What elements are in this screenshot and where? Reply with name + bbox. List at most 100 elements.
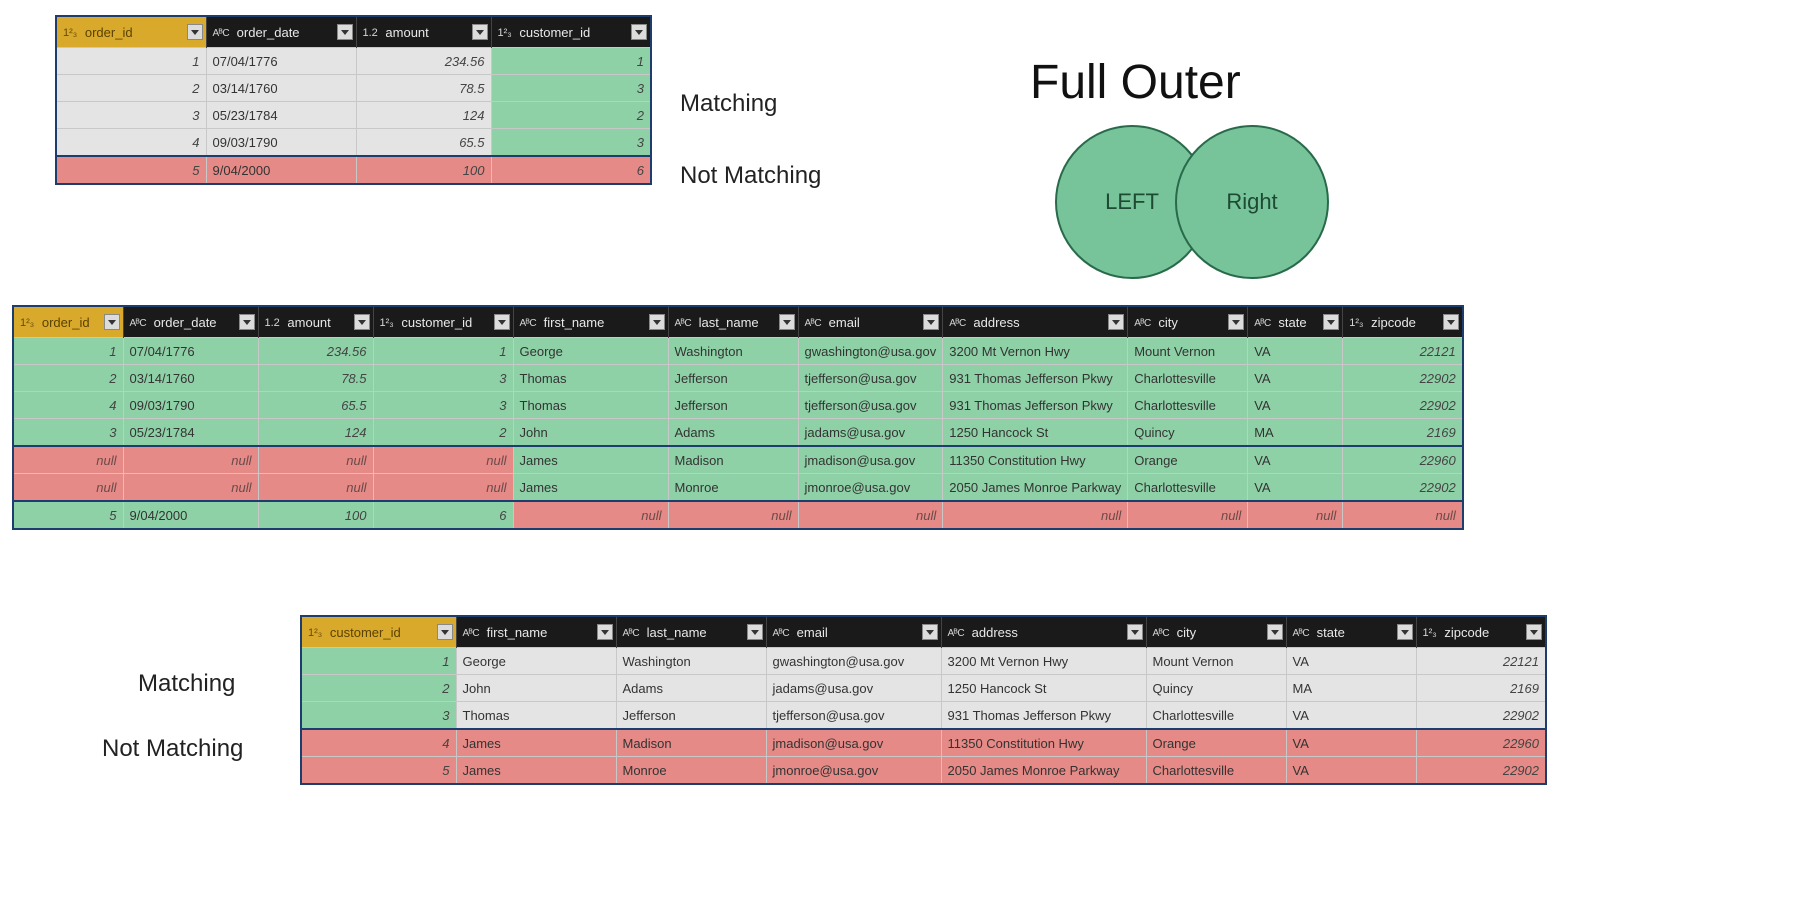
column-header-city[interactable]: city bbox=[1128, 306, 1248, 338]
text-type-icon bbox=[1134, 317, 1151, 329]
column-filter-dropdown[interactable] bbox=[354, 314, 370, 330]
column-header-email[interactable]: email bbox=[766, 616, 941, 648]
venn-left-label: LEFT bbox=[1105, 189, 1159, 215]
table-cell: 3 bbox=[56, 102, 206, 129]
column-filter-dropdown[interactable] bbox=[1397, 624, 1413, 640]
column-filter-dropdown[interactable] bbox=[923, 314, 939, 330]
table-cell: gwashington@usa.gov bbox=[798, 338, 943, 365]
column-header-first_name[interactable]: first_name bbox=[456, 616, 616, 648]
table-row[interactable]: 1GeorgeWashingtongwashington@usa.gov3200… bbox=[301, 648, 1546, 675]
table-row[interactable]: 203/14/176078.53ThomasJeffersontjefferso… bbox=[13, 365, 1463, 392]
table-cell: MA bbox=[1286, 675, 1416, 702]
column-filter-dropdown[interactable] bbox=[472, 24, 488, 40]
column-filter-dropdown[interactable] bbox=[631, 24, 647, 40]
table-row[interactable]: 5JamesMonroejmonroe@usa.gov2050 James Mo… bbox=[301, 757, 1546, 785]
column-header-zipcode[interactable]: zipcode bbox=[1416, 616, 1546, 648]
column-header-address[interactable]: address bbox=[941, 616, 1146, 648]
column-header-first_name[interactable]: first_name bbox=[513, 306, 668, 338]
column-name: email bbox=[825, 315, 860, 330]
column-filter-dropdown[interactable] bbox=[494, 314, 510, 330]
table-cell: John bbox=[456, 675, 616, 702]
table-cell: 09/03/1790 bbox=[206, 129, 356, 157]
table-cell: 931 Thomas Jefferson Pkwy bbox=[943, 392, 1128, 419]
column-filter-dropdown[interactable] bbox=[437, 624, 453, 640]
column-filter-dropdown[interactable] bbox=[597, 624, 613, 640]
table-cell: Charlottesville bbox=[1146, 702, 1286, 730]
column-header-last_name[interactable]: last_name bbox=[616, 616, 766, 648]
table-cell: Charlottesville bbox=[1146, 757, 1286, 785]
table-cell: jadams@usa.gov bbox=[766, 675, 941, 702]
column-header-customer_id[interactable]: customer_id bbox=[301, 616, 456, 648]
column-name: order_date bbox=[233, 25, 300, 40]
table-row[interactable]: 409/03/179065.53 bbox=[56, 129, 651, 157]
number-type-icon bbox=[20, 317, 34, 329]
column-header-order_date[interactable]: order_date bbox=[123, 306, 258, 338]
table-row[interactable]: 3ThomasJeffersontjefferson@usa.gov931 Th… bbox=[301, 702, 1546, 730]
column-header-amount[interactable]: amount bbox=[258, 306, 373, 338]
column-header-last_name[interactable]: last_name bbox=[668, 306, 798, 338]
table-cell: Quincy bbox=[1146, 675, 1286, 702]
column-name: order_id bbox=[38, 315, 89, 330]
table-cell: 3 bbox=[491, 75, 651, 102]
table-cell: Madison bbox=[668, 446, 798, 474]
table-row[interactable]: 107/04/1776234.561 bbox=[56, 48, 651, 75]
column-header-address[interactable]: address bbox=[943, 306, 1128, 338]
column-header-amount[interactable]: amount bbox=[356, 16, 491, 48]
column-filter-dropdown[interactable] bbox=[649, 314, 665, 330]
column-header-order_id[interactable]: order_id bbox=[56, 16, 206, 48]
table-row[interactable]: nullnullnullnullJamesMonroejmonroe@usa.g… bbox=[13, 474, 1463, 502]
column-header-customer_id[interactable]: customer_id bbox=[373, 306, 513, 338]
column-name: last_name bbox=[695, 315, 759, 330]
column-name: address bbox=[970, 315, 1020, 330]
column-header-order_id[interactable]: order_id bbox=[13, 306, 123, 338]
table-row[interactable]: 59/04/20001006nullnullnullnullnullnullnu… bbox=[13, 501, 1463, 529]
table-cell: 931 Thomas Jefferson Pkwy bbox=[943, 365, 1128, 392]
text-type-icon bbox=[1153, 627, 1170, 639]
table-row[interactable]: 59/04/20001006 bbox=[56, 156, 651, 184]
column-header-zipcode[interactable]: zipcode bbox=[1343, 306, 1463, 338]
column-filter-dropdown[interactable] bbox=[1323, 314, 1339, 330]
table-row[interactable]: 2JohnAdamsjadams@usa.gov1250 Hancock StQ… bbox=[301, 675, 1546, 702]
table-cell: gwashington@usa.gov bbox=[766, 648, 941, 675]
table-cell: 1 bbox=[13, 338, 123, 365]
number-type-icon bbox=[63, 27, 77, 39]
table-row[interactable]: 203/14/176078.53 bbox=[56, 75, 651, 102]
column-header-order_date[interactable]: order_date bbox=[206, 16, 356, 48]
table-row[interactable]: nullnullnullnullJamesMadisonjmadison@usa… bbox=[13, 446, 1463, 474]
table-cell: 9/04/2000 bbox=[123, 501, 258, 529]
column-name: city bbox=[1155, 315, 1178, 330]
column-name: customer_id bbox=[516, 25, 590, 40]
column-filter-dropdown[interactable] bbox=[1526, 624, 1542, 640]
column-filter-dropdown[interactable] bbox=[337, 24, 353, 40]
table-cell: null bbox=[258, 446, 373, 474]
table-cell: null bbox=[123, 474, 258, 502]
table-cell: 1 bbox=[491, 48, 651, 75]
table-row[interactable]: 4JamesMadisonjmadison@usa.gov11350 Const… bbox=[301, 729, 1546, 757]
table-cell: 1 bbox=[301, 648, 456, 675]
column-header-city[interactable]: city bbox=[1146, 616, 1286, 648]
table-row[interactable]: 409/03/179065.53ThomasJeffersontjefferso… bbox=[13, 392, 1463, 419]
table-cell: 2 bbox=[373, 419, 513, 447]
column-filter-dropdown[interactable] bbox=[1228, 314, 1244, 330]
column-filter-dropdown[interactable] bbox=[1267, 624, 1283, 640]
column-filter-dropdown[interactable] bbox=[922, 624, 938, 640]
table-cell: 100 bbox=[356, 156, 491, 184]
column-header-state[interactable]: state bbox=[1286, 616, 1416, 648]
table-row[interactable]: 305/23/17841242JohnAdamsjadams@usa.gov12… bbox=[13, 419, 1463, 447]
column-filter-dropdown[interactable] bbox=[187, 24, 203, 40]
column-filter-dropdown[interactable] bbox=[1108, 314, 1124, 330]
column-filter-dropdown[interactable] bbox=[239, 314, 255, 330]
column-filter-dropdown[interactable] bbox=[747, 624, 763, 640]
column-filter-dropdown[interactable] bbox=[779, 314, 795, 330]
column-name: state bbox=[1313, 625, 1345, 640]
column-header-email[interactable]: email bbox=[798, 306, 943, 338]
column-header-customer_id[interactable]: customer_id bbox=[491, 16, 651, 48]
table-row[interactable]: 107/04/1776234.561GeorgeWashingtongwashi… bbox=[13, 338, 1463, 365]
column-filter-dropdown[interactable] bbox=[104, 314, 120, 330]
table-cell: 1 bbox=[373, 338, 513, 365]
column-filter-dropdown[interactable] bbox=[1443, 314, 1459, 330]
text-type-icon bbox=[213, 27, 230, 39]
table-row[interactable]: 305/23/17841242 bbox=[56, 102, 651, 129]
column-filter-dropdown[interactable] bbox=[1127, 624, 1143, 640]
column-header-state[interactable]: state bbox=[1248, 306, 1343, 338]
